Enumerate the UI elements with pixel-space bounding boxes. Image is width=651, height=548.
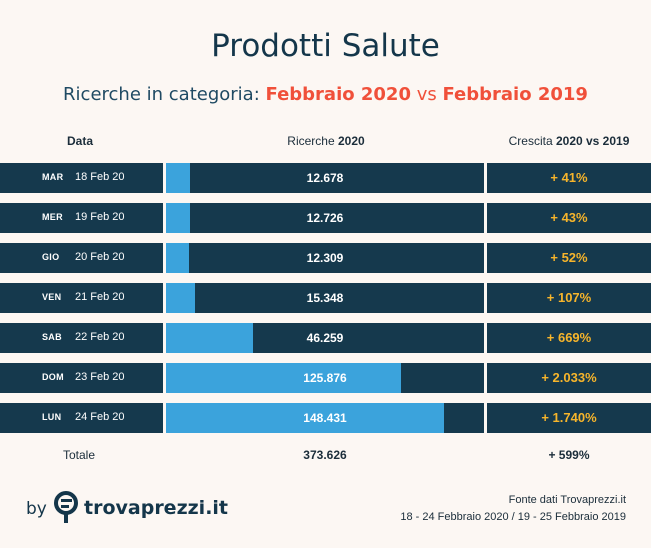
day-label: SAB (42, 332, 62, 342)
date-cell: DOM 23 Feb 20 (0, 363, 163, 393)
magnifier-logo-icon (54, 491, 78, 523)
bar-value-label: 12.726 (306, 211, 344, 225)
total-growth: + 599% (548, 448, 590, 462)
date-label: 19 Feb 20 (75, 211, 125, 223)
table-row: MAR 18 Feb 20 12.678 + 41% (0, 163, 651, 193)
table-row: GIO 20 Feb 20 12.309 + 52% (0, 243, 651, 273)
date-label: 21 Feb 20 (75, 291, 125, 303)
bar-cell: 12.309 (166, 243, 484, 273)
source-line-2: 18 - 24 Febbraio 2020 / 19 - 25 Febbraio… (400, 511, 626, 523)
source-line-1: Fonte dati Trovaprezzi.it (508, 494, 626, 506)
bar-value-label: 148.431 (303, 411, 347, 425)
bar-value-label: 46.259 (306, 331, 344, 345)
date-label: 18 Feb 20 (75, 171, 125, 183)
bar-mark (166, 163, 190, 193)
subtitle-period-b: Febbraio 2019 (442, 84, 588, 105)
growth-cell: + 41% (487, 163, 651, 193)
table-row: MER 19 Feb 20 12.726 + 43% (0, 203, 651, 233)
growth-cell: + 1.740% (487, 403, 651, 433)
day-label: LUN (42, 412, 62, 422)
bar-value-label: 15.348 (306, 291, 344, 305)
total-label: Totale (63, 448, 96, 462)
date-cell: GIO 20 Feb 20 (0, 243, 163, 273)
bar-mark (166, 363, 401, 393)
chart-title: Prodotti Salute (211, 28, 440, 64)
header-growth-years: 2020 vs 2019 (555, 134, 630, 148)
date-label: 20 Feb 20 (75, 251, 125, 263)
bar-value-label: 125.876 (303, 371, 347, 385)
date-cell: SAB 22 Feb 20 (0, 323, 163, 353)
day-label: DOM (42, 372, 64, 382)
header-search: Ricerche 2020 (166, 134, 486, 148)
bar-value-label: 12.678 (306, 171, 344, 185)
date-label: 23 Feb 20 (75, 371, 125, 383)
subtitle-vs: vs (416, 84, 437, 105)
header-date: Data (67, 134, 94, 148)
date-cell: MAR 18 Feb 20 (0, 163, 163, 193)
bar-mark (166, 403, 444, 433)
growth-cell: + 669% (487, 323, 651, 353)
table-row: VEN 21 Feb 20 15.348 + 107% (0, 283, 651, 313)
bar-mark (166, 243, 189, 273)
total-value: 373.626 (303, 448, 347, 462)
bar-cell: 12.678 (166, 163, 484, 193)
bar-cell: 46.259 (166, 323, 484, 353)
brand-logo[interactable]: trovaprezzi.it (84, 497, 229, 519)
bar-mark (166, 283, 195, 313)
bar-cell: 15.348 (166, 283, 484, 313)
table-row: SAB 22 Feb 20 46.259 + 669% (0, 323, 651, 353)
day-label: MAR (42, 172, 64, 182)
bar-cell: 12.726 (166, 203, 484, 233)
date-cell: MER 19 Feb 20 (0, 203, 163, 233)
footer-by: by (26, 499, 47, 519)
header-search-prefix: Ricerche (287, 134, 335, 148)
table-row: LUN 24 Feb 20 148.431 + 1.740% (0, 403, 651, 433)
header-search-year: 2020 (338, 134, 365, 148)
bar-cell: 125.876 (166, 363, 484, 393)
day-label: MER (42, 212, 63, 222)
bar-cell: 148.431 (166, 403, 484, 433)
growth-cell: + 43% (487, 203, 651, 233)
growth-cell: + 2.033% (487, 363, 651, 393)
table-row: DOM 23 Feb 20 125.876 + 2.033% (0, 363, 651, 393)
date-cell: LUN 24 Feb 20 (0, 403, 163, 433)
day-label: VEN (42, 292, 62, 302)
date-label: 22 Feb 20 (75, 331, 125, 343)
subtitle-prefix: Ricerche in categoria: (63, 84, 260, 105)
day-label: GIO (42, 252, 60, 262)
growth-cell: + 52% (487, 243, 651, 273)
bar-mark (166, 323, 253, 353)
header-growth: Crescita 2020 vs 2019 (487, 134, 651, 148)
chart-subtitle: Ricerche in categoria: Febbraio 2020 vs … (0, 84, 651, 105)
date-cell: VEN 21 Feb 20 (0, 283, 163, 313)
bar-mark (166, 203, 190, 233)
subtitle-period-a: Febbraio 2020 (265, 84, 411, 105)
date-label: 24 Feb 20 (75, 411, 125, 423)
growth-cell: + 107% (487, 283, 651, 313)
bar-value-label: 12.309 (306, 251, 344, 265)
header-growth-prefix: Crescita (508, 134, 553, 148)
